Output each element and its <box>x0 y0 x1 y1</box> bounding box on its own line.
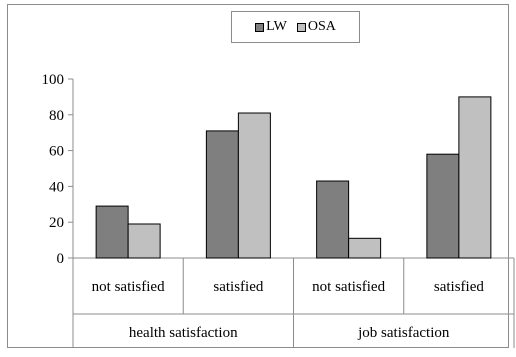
x-category-label: satisfied <box>213 279 263 295</box>
bar-lw-2 <box>316 180 350 259</box>
bar-osa-0 <box>127 223 161 259</box>
bar-osa-2 <box>348 237 382 259</box>
y-tick-label: 80 <box>49 108 64 124</box>
legend-label-osa: OSA <box>307 19 336 34</box>
bar-lw-3 <box>426 153 460 259</box>
y-tick-label: 40 <box>49 179 64 195</box>
bar-osa-1 <box>237 112 271 259</box>
legend-item-osa: OSA <box>296 19 336 35</box>
x-group-label: health satisfaction <box>129 325 238 341</box>
legend-label-lw: LW <box>266 19 287 34</box>
y-tick-label: 60 <box>49 144 64 160</box>
x-group-label: job satisfaction <box>357 325 450 341</box>
x-category-label: not satisfied <box>312 279 385 295</box>
legend-swatch-osa <box>296 22 306 32</box>
chart-bars <box>95 96 492 259</box>
y-tick-label: 0 <box>57 251 65 267</box>
bar-lw-1 <box>205 130 239 259</box>
y-tick-label: 100 <box>42 72 65 88</box>
legend-swatch-lw <box>255 22 265 32</box>
bar-lw-0 <box>95 205 129 259</box>
chart-axes <box>68 78 515 348</box>
chart-labels: 0 20 40 60 80 100 not satisfied satisfied not sa… <box>42 72 485 341</box>
x-category-label: not satisfied <box>92 279 165 295</box>
bar-osa-3 <box>458 96 492 259</box>
legend-item-lw: LW <box>255 19 287 35</box>
y-tick-label: 20 <box>49 215 64 231</box>
cropped-source-line <box>0 349 516 357</box>
legend: LW OSA <box>231 11 360 43</box>
x-category-label: satisfied <box>434 279 484 295</box>
